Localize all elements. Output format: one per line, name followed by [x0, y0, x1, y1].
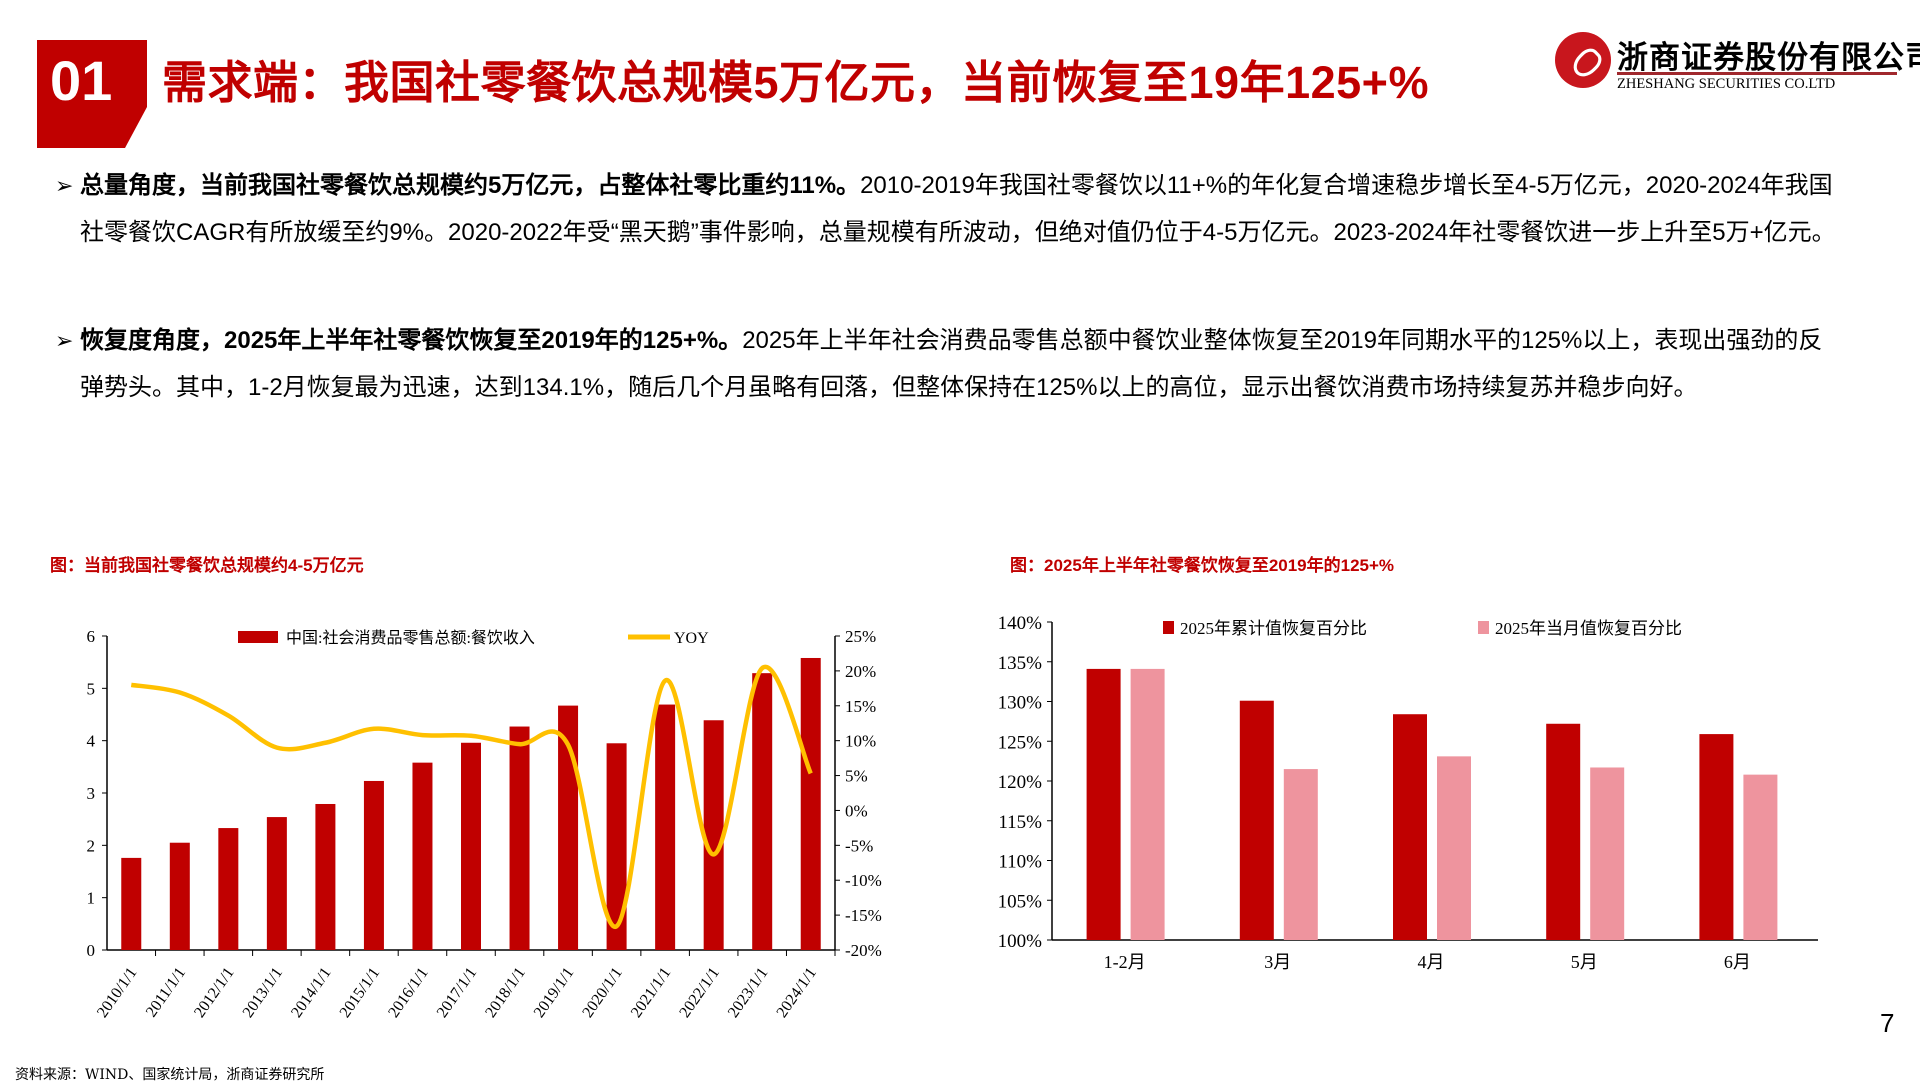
- company-logo: 浙商证券股份有限公司 ZHESHANG SECURITIES CO.LTD: [1555, 32, 1920, 94]
- x-tick-label: 6月: [1724, 952, 1751, 972]
- bar-cumulative: [1699, 734, 1734, 940]
- y2-tick-label: 20%: [845, 662, 876, 681]
- x-tick-label: 2022/1/1: [676, 965, 723, 1021]
- bar-monthly: [1283, 769, 1318, 940]
- logo-name-en: ZHESHANG SECURITIES CO.LTD: [1617, 76, 1836, 92]
- legend-label-line: YOY: [674, 630, 709, 647]
- paragraph-body: 2010-2019年我国社零餐饮以11+%的年化复合增速稳步增长至4-5万亿元，…: [80, 172, 1836, 246]
- y-tick-label: 140%: [998, 613, 1043, 634]
- bar: [703, 720, 724, 950]
- bar-monthly: [1743, 774, 1778, 940]
- y-tick-label: 115%: [998, 812, 1042, 833]
- x-tick-label: 2011/1/1: [143, 965, 189, 1021]
- paragraph-total: ➢ 总量角度，当前我国社零餐饮总规模约5万亿元，占整体社零比重约11%。2010…: [55, 162, 1845, 256]
- y2-tick-label: -20%: [845, 941, 882, 960]
- y-tick-label: 0: [87, 941, 96, 960]
- x-tick-label: 2021/1/1: [628, 965, 675, 1021]
- y-tick-label: 2: [87, 836, 96, 855]
- x-tick-label: 2014/1/1: [288, 965, 335, 1021]
- bar: [169, 842, 190, 950]
- bar: [800, 657, 821, 950]
- x-tick-label: 2016/1/1: [385, 965, 432, 1021]
- x-tick-label: 2013/1/1: [240, 965, 287, 1021]
- paragraph-body: 2025年上半年社会消费品零售总额中餐饮业整体恢复至2019年同期水平的125%…: [80, 327, 1823, 401]
- y2-tick-label: 25%: [845, 627, 876, 646]
- bar-monthly: [1437, 756, 1471, 940]
- y2-tick-label: -10%: [845, 871, 882, 890]
- paragraph-lead: 总量角度，当前我国社零餐饮总规模约5万亿元，占整体社零比重约11%。: [80, 172, 861, 199]
- legend-label: 2025年累计值恢复百分比: [1180, 619, 1367, 638]
- x-tick-label: 5月: [1571, 952, 1598, 972]
- bar: [461, 742, 481, 950]
- bullet-arrow-icon: ➢: [55, 328, 74, 353]
- y2-tick-label: -15%: [845, 906, 882, 925]
- y2-tick-label: -5%: [845, 836, 873, 855]
- y2-tick-label: 10%: [845, 732, 876, 751]
- paragraph-recovery: ➢ 恢复度角度，2025年上半年社零餐饮恢复至2019年的125+%。2025年…: [55, 317, 1845, 411]
- paragraph-lead: 恢复度角度，2025年上半年社零餐饮恢复至2019年的125+%。: [80, 327, 743, 354]
- y2-tick-label: 5%: [845, 767, 868, 786]
- x-tick-label: 2015/1/1: [337, 965, 384, 1021]
- x-tick-label: 2019/1/1: [531, 965, 578, 1021]
- x-tick-label: 2012/1/1: [191, 965, 238, 1021]
- x-tick-label: 2017/1/1: [434, 965, 481, 1021]
- bar-cumulative: [1239, 700, 1274, 940]
- legend-swatch: [1478, 621, 1489, 634]
- bar: [121, 857, 142, 950]
- x-tick-label: 2020/1/1: [579, 965, 626, 1021]
- legend-label: 2025年当月值恢复百分比: [1495, 619, 1682, 638]
- logo-icon: [1555, 32, 1611, 88]
- logo-divider: [1617, 72, 1897, 75]
- x-tick-label: 4月: [1418, 952, 1445, 972]
- x-tick-label: 1-2月: [1104, 952, 1146, 972]
- bar: [752, 673, 773, 950]
- y-tick-label: 6: [87, 627, 96, 646]
- yoy-line: [130, 664, 813, 929]
- chart-title-left: 图：当前我国社零餐饮总规模约4-5万亿元: [50, 556, 364, 575]
- y-tick-label: 3: [87, 784, 96, 803]
- bar-cumulative: [1086, 668, 1121, 940]
- y-tick-label: 135%: [998, 653, 1043, 674]
- legend-label-bar: 中国:社会消费品零售总额:餐饮收入: [286, 629, 535, 647]
- page-number: 7: [1880, 1008, 1895, 1038]
- bar: [363, 780, 384, 950]
- legend-swatch: [1163, 621, 1174, 634]
- y-tick-label: 120%: [998, 772, 1043, 793]
- y-tick-label: 130%: [998, 693, 1043, 714]
- bar-monthly: [1590, 767, 1625, 940]
- section-badge: 01: [37, 40, 147, 148]
- y-tick-label: 5: [87, 679, 96, 698]
- logo-name-cn: 浙商证券股份有限公司: [1617, 40, 1920, 76]
- y2-tick-label: 0%: [845, 801, 868, 820]
- x-tick-label: 2024/1/1: [773, 965, 820, 1021]
- x-tick-label: 2018/1/1: [482, 965, 529, 1021]
- bar: [655, 704, 676, 950]
- bar: [509, 726, 530, 950]
- bar: [558, 705, 579, 950]
- x-tick-label: 2010/1/1: [94, 965, 141, 1021]
- y-tick-label: 4: [87, 732, 96, 751]
- bar: [412, 762, 433, 950]
- chart-title-right: 图：2025年上半年社零餐饮恢复至2019年的125+%: [1010, 556, 1395, 575]
- bullet-arrow-icon: ➢: [55, 173, 74, 198]
- bar-cumulative: [1546, 723, 1581, 940]
- bar-monthly: [1130, 668, 1165, 940]
- bar: [218, 828, 239, 950]
- bar-cumulative: [1393, 714, 1427, 940]
- x-tick-label: 3月: [1264, 952, 1291, 972]
- y2-tick-label: 15%: [845, 697, 876, 716]
- y-tick-label: 105%: [998, 891, 1043, 912]
- source-note: 资料来源：WIND、国家统计局，浙商证券研究所: [15, 1067, 325, 1083]
- y-tick-label: 1: [87, 889, 96, 908]
- y-tick-label: 100%: [998, 931, 1043, 952]
- legend-swatch-bar: [238, 631, 278, 643]
- page-title: 需求端：我国社零餐饮总规模5万亿元，当前恢复至19年125+%: [162, 57, 1429, 108]
- bar: [266, 817, 287, 950]
- y-tick-label: 110%: [998, 852, 1042, 873]
- bar: [315, 803, 336, 950]
- y-tick-label: 125%: [998, 732, 1043, 753]
- bar: [606, 743, 627, 950]
- x-tick-label: 2023/1/1: [725, 965, 772, 1021]
